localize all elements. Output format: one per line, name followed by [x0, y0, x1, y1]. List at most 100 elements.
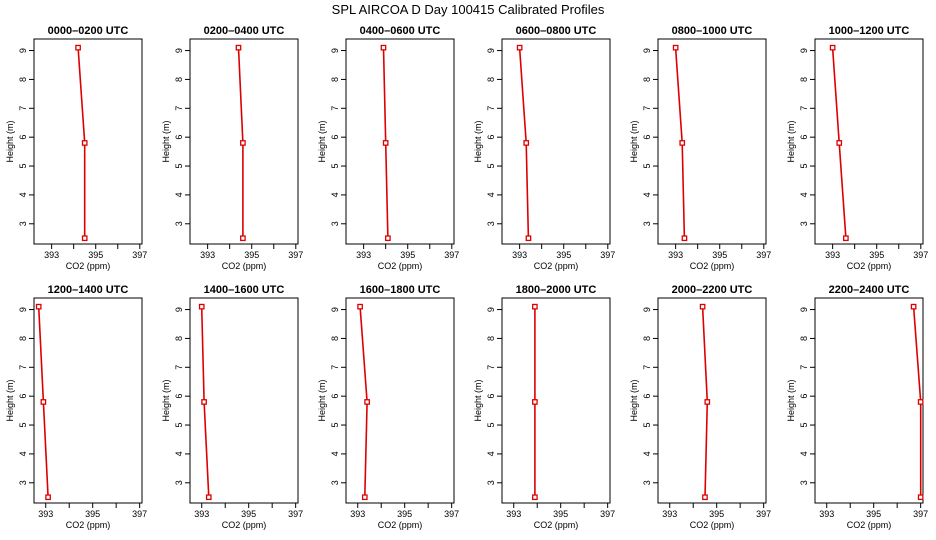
x-axis-label: CO2 (ppm) [847, 520, 892, 530]
profile-point [81, 140, 88, 146]
x-tick-label: 393 [506, 509, 521, 519]
panel-11: 2200–2400 UTC 393 395 397 CO2 (ppm) 3 4 5 6 7 8 9 He… [786, 284, 928, 530]
y-tick-label: 6 [18, 394, 28, 399]
y-tick-label: 4 [18, 451, 28, 456]
y-tick-label: 6 [174, 135, 184, 140]
y-tick-label: 8 [18, 336, 28, 341]
x-axis-label: CO2 (ppm) [690, 520, 735, 530]
plot-frame [814, 297, 924, 504]
x-tick-label: 397 [288, 250, 303, 260]
x-tick-label: 395 [866, 509, 881, 519]
y-tick-label: 4 [642, 192, 652, 197]
plot-frame [33, 38, 143, 245]
x-tick-label: 395 [85, 509, 100, 519]
y-tick-label: 8 [486, 336, 496, 341]
y-tick-label: 7 [799, 365, 809, 370]
panel-title: 1600–1800 UTC [360, 284, 441, 296]
y-tick-label: 4 [18, 192, 28, 197]
plot-frame [814, 38, 924, 245]
panel-title: 0800–1000 UTC [672, 25, 753, 37]
y-tick-label: 5 [330, 164, 340, 169]
x-tick-label: 397 [756, 250, 771, 260]
x-tick-label: 393 [194, 509, 209, 519]
x-tick-label: 395 [400, 250, 415, 260]
y-tick-label: 4 [330, 451, 340, 456]
profile-point [45, 494, 51, 501]
y-tick-label: 8 [174, 336, 184, 341]
y-tick-label: 4 [174, 192, 184, 197]
panel-3: 0600–0800 UTC 393 395 397 CO2 (ppm) 3 4 5 6 7 8 9 He… [473, 25, 615, 271]
x-axis-label: CO2 (ppm) [222, 261, 267, 271]
x-tick-label: 393 [512, 250, 527, 260]
y-tick-label: 3 [642, 480, 652, 485]
y-axis-label: Height (m) [317, 379, 327, 421]
panel-title: 0600–0800 UTC [516, 25, 597, 37]
x-axis-label: CO2 (ppm) [847, 261, 892, 271]
y-tick-label: 7 [18, 106, 28, 111]
x-axis-label: CO2 (ppm) [66, 261, 111, 271]
y-tick-label: 9 [330, 48, 340, 53]
y-axis-label: Height (m) [5, 379, 15, 421]
y-tick-label: 4 [799, 451, 809, 456]
x-tick-label: 397 [756, 509, 771, 519]
plot-frame [345, 297, 455, 504]
profile-point [516, 44, 523, 51]
plot-frame [33, 297, 143, 504]
y-tick-label: 7 [174, 365, 184, 370]
y-tick-label: 5 [18, 423, 28, 428]
y-tick-label: 3 [486, 480, 496, 485]
y-tick-label: 8 [18, 77, 28, 82]
x-tick-label: 397 [913, 509, 928, 519]
x-tick-label: 397 [600, 250, 615, 260]
y-tick-label: 4 [486, 192, 496, 197]
profile-point [672, 44, 679, 51]
y-tick-label: 9 [174, 307, 184, 312]
profile-point [699, 303, 706, 310]
y-tick-label: 4 [486, 451, 496, 456]
panel-9: 1800–2000 UTC 393 395 397 CO2 (ppm) 3 4 5 6 7 8 9 He… [473, 284, 615, 530]
y-tick-label: 8 [642, 336, 652, 341]
plot-frame [501, 297, 611, 504]
panel-1: 0200–0400 UTC 393 395 397 CO2 (ppm) 3 4 5 6 7 8 9 He… [161, 25, 303, 271]
panel-title: 1200–1400 UTC [48, 284, 129, 296]
y-axis-label: Height (m) [473, 120, 483, 162]
y-tick-label: 9 [642, 48, 652, 53]
y-axis-label: Height (m) [786, 120, 796, 162]
panel-8: 1600–1800 UTC 393 395 397 CO2 (ppm) 3 4 5 6 7 8 9 He… [317, 284, 459, 530]
profile-point [385, 235, 391, 242]
profile-point [380, 44, 387, 51]
y-tick-label: 9 [486, 48, 496, 53]
y-tick-label: 7 [642, 365, 652, 370]
y-tick-label: 4 [174, 451, 184, 456]
y-tick-label: 6 [799, 135, 809, 140]
y-tick-label: 3 [486, 221, 496, 226]
panel-title: 0400–0600 UTC [360, 25, 441, 37]
y-tick-label: 5 [799, 423, 809, 428]
x-tick-label: 395 [553, 509, 568, 519]
y-axis-label: Height (m) [629, 120, 639, 162]
y-tick-label: 7 [174, 106, 184, 111]
y-tick-label: 3 [18, 480, 28, 485]
panel-10: 2000–2200 UTC 393 395 397 CO2 (ppm) 3 4 5 6 7 8 9 He… [629, 284, 771, 530]
y-tick-label: 9 [330, 307, 340, 312]
y-tick-label: 7 [330, 365, 340, 370]
y-tick-label: 5 [174, 164, 184, 169]
y-tick-label: 5 [18, 164, 28, 169]
plot-frame [657, 297, 767, 504]
y-axis-label: Height (m) [629, 379, 639, 421]
y-tick-label: 6 [486, 135, 496, 140]
profile-point [240, 140, 246, 146]
y-tick-label: 9 [799, 48, 809, 53]
y-tick-label: 5 [330, 423, 340, 428]
y-tick-label: 5 [174, 423, 184, 428]
profile-point [361, 494, 368, 501]
y-tick-label: 9 [18, 307, 28, 312]
y-tick-label: 9 [18, 48, 28, 53]
plot-frame [657, 38, 767, 245]
profile-point [240, 235, 246, 242]
profile-point [201, 399, 207, 405]
x-axis-label: CO2 (ppm) [534, 261, 579, 271]
x-tick-label: 397 [913, 250, 928, 260]
y-tick-label: 5 [642, 164, 652, 169]
y-tick-label: 7 [330, 106, 340, 111]
